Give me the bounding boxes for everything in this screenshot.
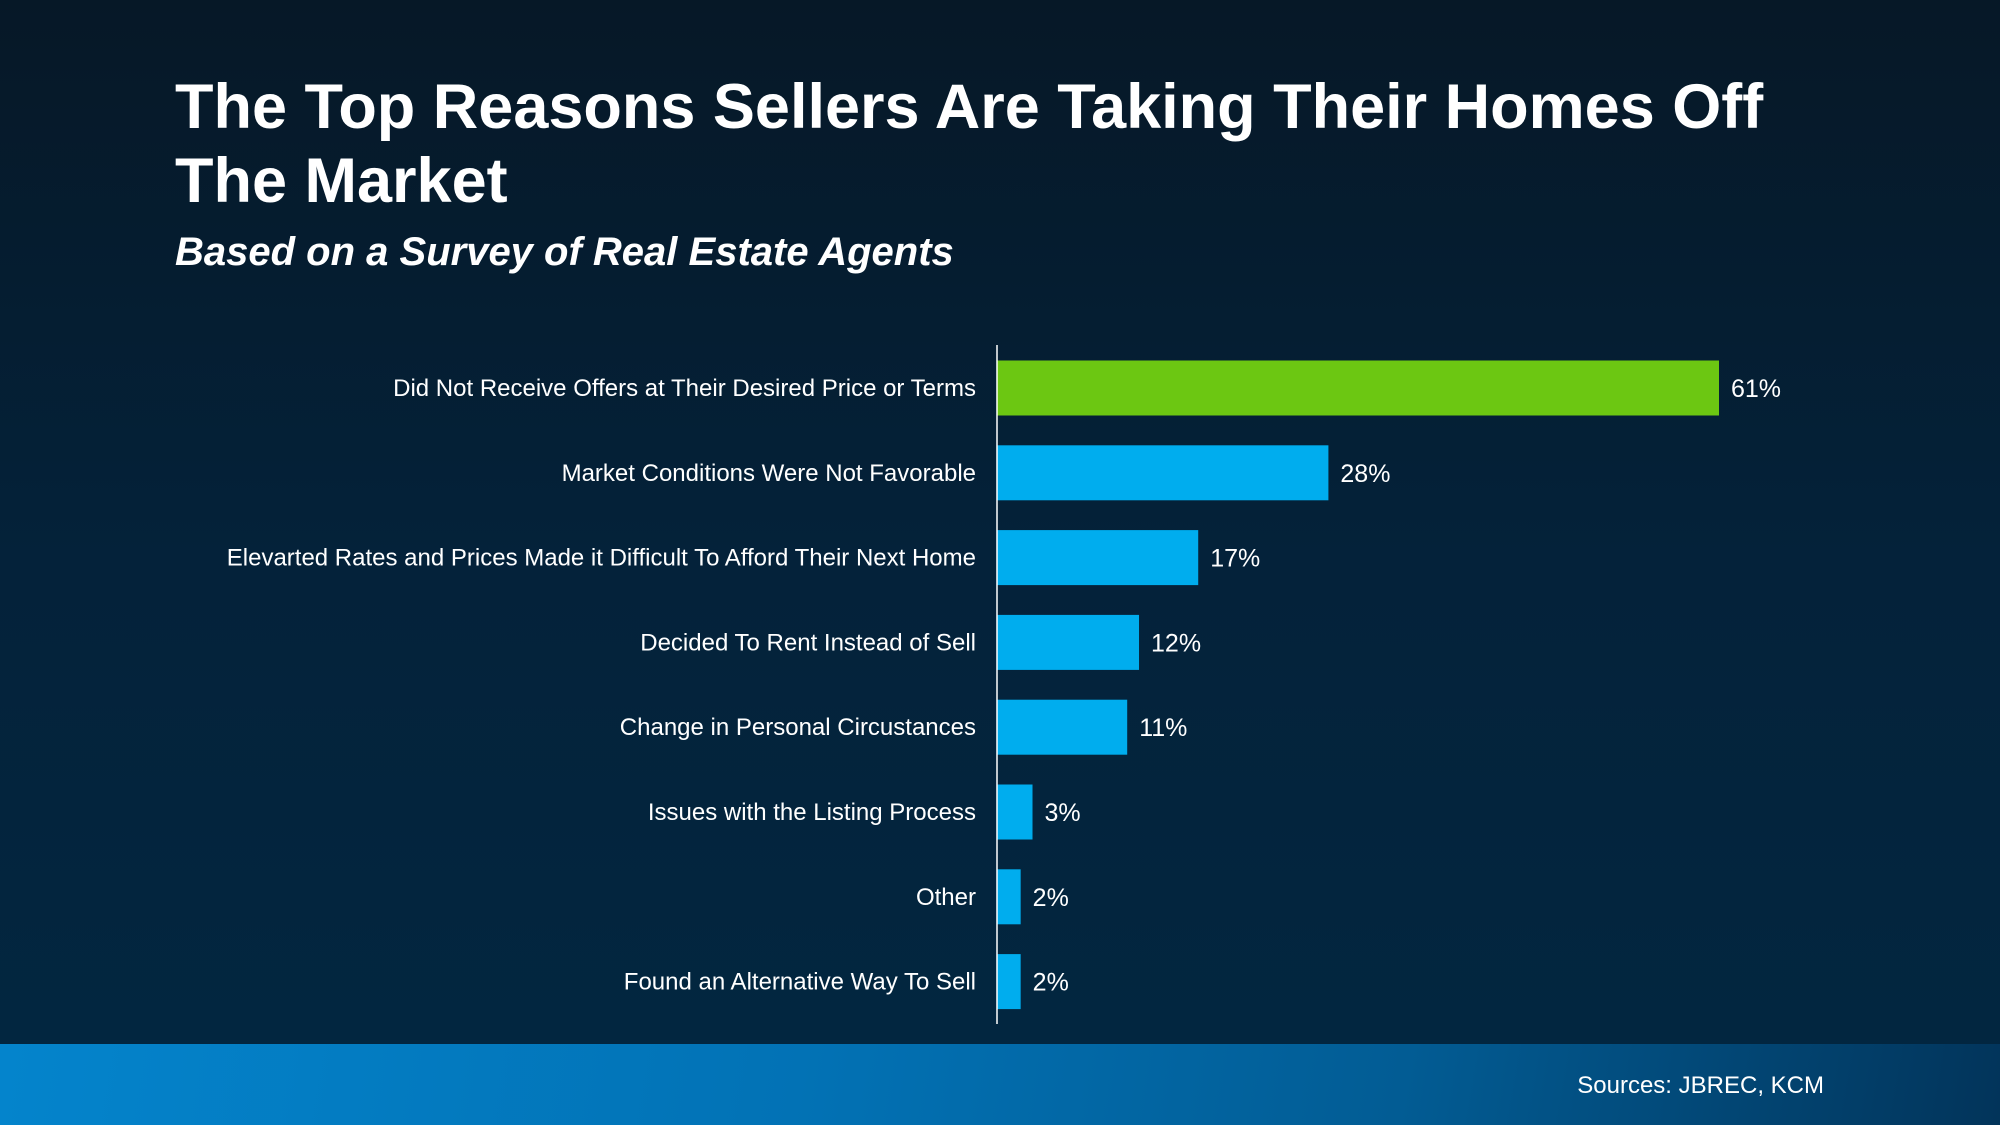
category-label: Other [916, 884, 976, 911]
bar [997, 360, 1719, 416]
bar [997, 614, 1140, 670]
bar [997, 445, 1329, 501]
data-label: 17% [1210, 545, 1260, 573]
data-label: 12% [1151, 629, 1201, 657]
source-text: Sources: JBREC, KCM [1577, 1072, 1824, 1099]
data-label: 2% [1033, 884, 1069, 912]
bar [997, 530, 1199, 586]
category-label: Decided To Rent Instead of Sell [640, 629, 976, 656]
data-label: 2% [1033, 969, 1069, 997]
category-label: Market Conditions Were Not Favorable [562, 460, 976, 487]
category-label: Did Not Receive Offers at Their Desired … [393, 375, 976, 402]
data-label: 11% [1139, 714, 1187, 742]
data-label: 28% [1340, 460, 1390, 488]
bar [997, 869, 1021, 925]
footer-bar: Sources: JBREC, KCM [0, 1044, 2000, 1125]
bar [997, 699, 1128, 755]
chart-title: The Top Reasons Sellers Are Taking Their… [175, 72, 1764, 216]
data-label: 3% [1045, 799, 1081, 827]
bar [997, 954, 1021, 1010]
category-label: Change in Personal Circustances [620, 714, 976, 741]
data-label: 61% [1731, 375, 1781, 403]
category-label: Elevarted Rates and Prices Made it Diffi… [227, 545, 976, 572]
bar-chart: Did Not Receive Offers at Their Desired … [227, 360, 1781, 1010]
chart-subtitle: Based on a Survey of Real Estate Agents [175, 230, 954, 274]
category-label: Found an Alternative Way To Sell [624, 969, 976, 996]
bar [997, 784, 1033, 840]
category-label: Issues with the Listing Process [648, 799, 976, 826]
